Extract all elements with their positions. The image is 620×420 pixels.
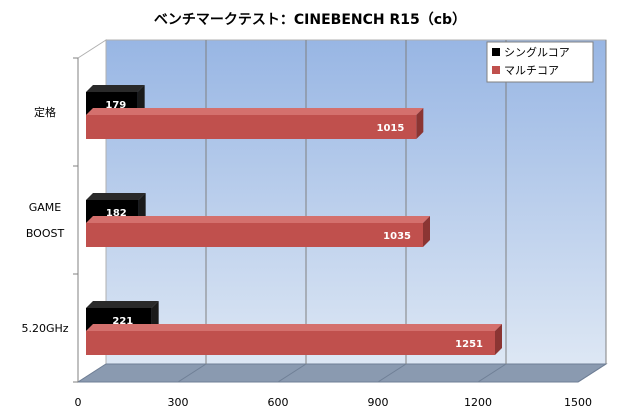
legend-swatch-single (492, 48, 500, 56)
bar-front (86, 331, 495, 355)
legend-label-multi: マルチコア (504, 64, 559, 77)
data-label-multi: 1251 (455, 339, 483, 350)
axes: 0 300 600 900 1200 1500 定格 GAME BOOST 5.20GHz (21, 57, 592, 409)
legend-label-single: シングルコア (504, 45, 570, 59)
bar-top (86, 108, 424, 115)
bar-multi: 1251 (86, 324, 502, 355)
bar-side (495, 324, 502, 355)
floor-gridline (477, 363, 507, 383)
data-label-single: 182 (106, 208, 127, 219)
legend: シングルコア マルチコア (486, 41, 594, 83)
bars: 179 1015 182 1035 221 1251 (86, 85, 502, 355)
x-tick-label: 1500 (564, 396, 592, 409)
x-tick-label: 1200 (464, 396, 492, 409)
data-label-multi: 1035 (383, 231, 411, 242)
data-label-multi: 1015 (376, 123, 404, 134)
floor-gridline (377, 363, 407, 383)
legend-box (486, 41, 594, 83)
x-tick-label: 900 (368, 396, 389, 409)
floor (76, 363, 608, 383)
legend-swatch-multi (492, 66, 500, 74)
bar-side (423, 216, 430, 247)
bar-top (86, 301, 159, 308)
bar-top (86, 216, 430, 223)
bar-top (86, 324, 502, 331)
x-tick-label: 600 (268, 396, 289, 409)
bar-top (86, 193, 146, 200)
bar-multi: 1015 (86, 108, 424, 139)
back-wall (105, 39, 607, 365)
category-label: GAME (29, 201, 62, 214)
floor-gridline (577, 363, 607, 383)
bar-front (86, 115, 417, 139)
x-tick-label: 0 (75, 396, 82, 409)
floor-gridline (177, 363, 207, 383)
bar-side (416, 108, 424, 139)
data-label-single: 179 (105, 100, 126, 111)
category-label: BOOST (26, 227, 65, 240)
bar-top (86, 85, 145, 92)
category-label: 定格 (34, 105, 56, 119)
chart-title: ベンチマークテスト：CINEBENCH R15（cb） (154, 12, 466, 28)
bar-front (86, 223, 423, 247)
floor-gridline (277, 363, 307, 383)
bar-multi: 1035 (86, 216, 430, 247)
category-label: 5.20GHz (21, 322, 68, 335)
x-tick-label: 300 (168, 396, 189, 409)
data-label-single: 221 (112, 316, 133, 327)
